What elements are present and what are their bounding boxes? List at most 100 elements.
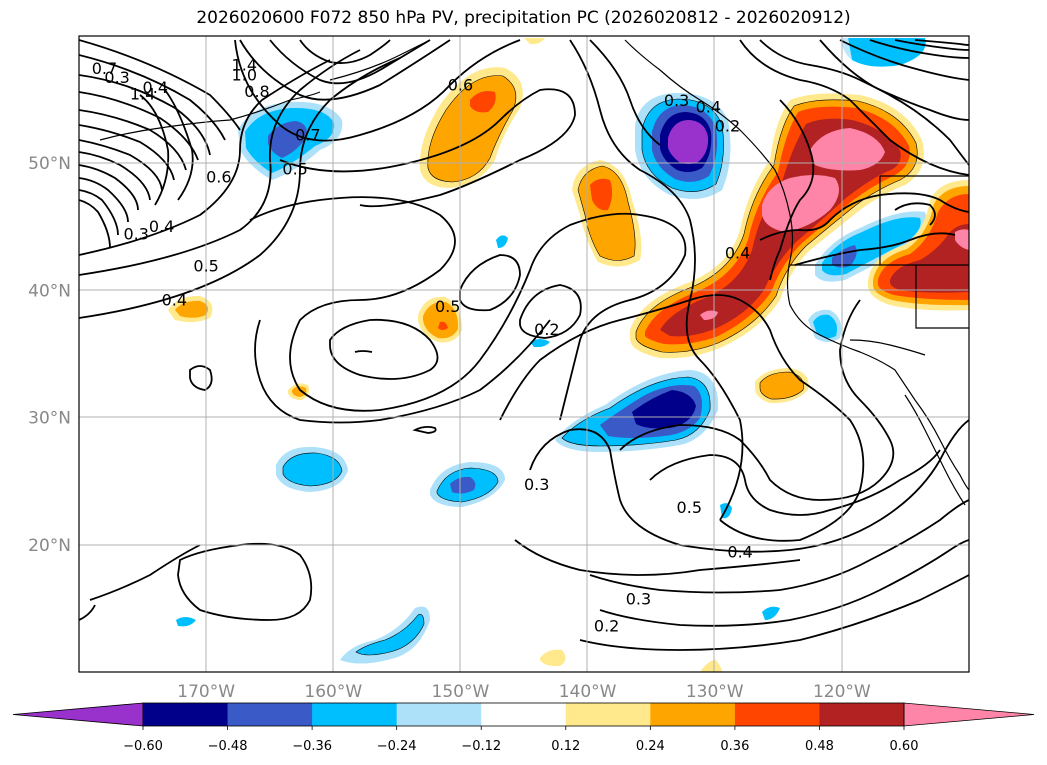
negative-precip-aleutians-core2 [268, 121, 307, 158]
colorbar-segment [650, 703, 736, 726]
lon-label-120w: 120°W [813, 682, 871, 702]
negative-precip-small-4 [762, 606, 780, 620]
positive-precip-small-1-core [292, 386, 307, 397]
positive-precip-small-5 [524, 38, 545, 45]
contour-label: 0.4 [162, 291, 187, 310]
pv-contours [79, 39, 969, 651]
negative-precip-small-2 [530, 339, 550, 348]
colorbar-segment [565, 703, 651, 726]
contour-label: 0.5 [282, 160, 307, 179]
contour-label: 0.3 [123, 225, 148, 244]
lon-label-160w: 160°W [304, 682, 362, 702]
positive-precip-small-3 [540, 649, 566, 667]
positive-precip-great-basin-core4 [955, 229, 969, 250]
colorbar-extend-low [12, 702, 144, 727]
contour-label: 0.6 [448, 76, 473, 95]
colorbar-labels: −0.60 −0.48 −0.36 −0.24 −0.12 0.12 0.24 0.36 0.4… [123, 726, 918, 754]
contour-label: 0.2 [594, 616, 619, 635]
positive-precip-small-4 [700, 660, 722, 672]
contour-label: 0.7 [92, 59, 117, 78]
contour-label: 0.8 [244, 82, 269, 101]
colorbar-segment [143, 703, 229, 726]
coastlines [99, 39, 969, 506]
pv-contour-labels: 0.30.40.71.41.41.00.80.70.50.60.30.40.50… [92, 55, 753, 635]
lon-label-140w: 140°W [559, 682, 617, 702]
lat-label-20: 20°N [28, 536, 71, 556]
colorbar-label: −0.48 [208, 739, 248, 754]
contour-label: 1.0 [232, 66, 257, 85]
contour-label: 0.2 [534, 320, 559, 339]
contour-label: 1.4 [130, 85, 155, 104]
colorbar-frame [142, 702, 905, 727]
contour-label: 0.3 [626, 590, 651, 609]
lat-label-30: 30°N [28, 409, 71, 429]
contour-label: 0.6 [206, 167, 231, 186]
plot-frame [78, 35, 970, 673]
negative-precip-small-5 [176, 617, 196, 627]
contour-label: 0.3 [524, 475, 549, 494]
negative-precip-subtropical-core3 [632, 390, 696, 429]
precip-anomaly-fills [168, 38, 969, 672]
lat-label-50: 50°N [28, 154, 71, 174]
positive-precip-central-pacific-core2 [438, 321, 448, 330]
colorbar-label: −0.60 [123, 739, 163, 754]
negative-precip-baja-core [813, 314, 838, 339]
positive-precip-west-coast-plume-core4 [762, 175, 839, 232]
contour-label: 1.4 [232, 55, 257, 74]
contour-label: 0.5 [677, 498, 702, 517]
positive-precip-northeast-pacific-core2 [470, 91, 496, 113]
contour-label: 0.3 [104, 68, 129, 87]
negative-precip-west-of-hawaii-core [283, 452, 342, 486]
positive-precip-small-2-core [760, 372, 804, 400]
colorbar-label: 0.36 [720, 739, 749, 754]
colorbar-label: −0.12 [461, 739, 501, 754]
negative-precip-north-of-hawaii-core2 [450, 476, 476, 494]
precip-fill-outlines [282, 75, 918, 656]
latitude-labels: 20°N 30°N 40°N 50°N [28, 154, 71, 556]
contour-label: 0.4 [149, 217, 174, 236]
lon-label-150w: 150°W [432, 682, 490, 702]
figure-title: 2026020600 F072 850 hPa PV, precipitatio… [196, 8, 851, 28]
colorbar-label: 0.24 [636, 739, 665, 754]
lon-label-130w: 130°W [686, 682, 744, 702]
colorbar-label: 0.12 [551, 739, 580, 754]
contour-label: 0.4 [143, 78, 168, 97]
colorbar-segment [481, 703, 567, 726]
positive-precip-central-pacific-core [423, 301, 459, 339]
positive-precip-western-pacific-core [175, 300, 208, 318]
colorbar-extend-high [903, 702, 1035, 727]
lat-label-40: 40°N [28, 281, 71, 301]
colorbar-label: −0.36 [292, 739, 332, 754]
contour-label: 0.3 [664, 91, 689, 110]
contour-label: 0.2 [715, 116, 740, 135]
negative-precip-northeast-corner [848, 38, 926, 67]
positive-precip-great-basin-core3 [890, 224, 969, 293]
longitude-labels: 170°W 160°W 150°W 140°W 130°W 120°W [177, 682, 871, 702]
contour-label: 0.5 [435, 297, 460, 316]
colorbar-segment [312, 703, 398, 726]
positive-precip-west-coast-plume-core5 [810, 128, 885, 171]
colorbar-segment [396, 703, 482, 726]
colorbar-label: −0.24 [377, 739, 417, 754]
contour-label: 0.5 [193, 256, 218, 275]
lon-label-170w: 170°W [177, 682, 235, 702]
contour-label: 0.7 [295, 125, 320, 144]
colorbar-segment [227, 703, 313, 726]
plot-area: 0.30.40.71.41.41.00.80.70.50.60.30.40.50… [79, 36, 969, 672]
negative-precip-gulf-of-alaska-core5 [668, 120, 709, 164]
contour-label: 0.4 [696, 97, 721, 116]
colorbar-label: 0.60 [890, 739, 919, 754]
contour-label: 0.4 [727, 543, 752, 562]
colorbar-segment [819, 703, 905, 726]
colorbar-label: 0.48 [805, 739, 834, 754]
positive-precip-mid-pacific-core2 [590, 178, 613, 211]
colorbar [12, 702, 1035, 727]
negative-precip-northeast-corner-outer [842, 38, 852, 60]
contour-label: 0.4 [725, 244, 750, 263]
colorbar-segment [734, 703, 820, 726]
negative-precip-small-1 [496, 235, 508, 248]
negative-precip-oregon-offshore-core2 [832, 245, 857, 268]
gridlines [79, 36, 969, 672]
negative-precip-south-of-hawaii-core [356, 614, 424, 655]
